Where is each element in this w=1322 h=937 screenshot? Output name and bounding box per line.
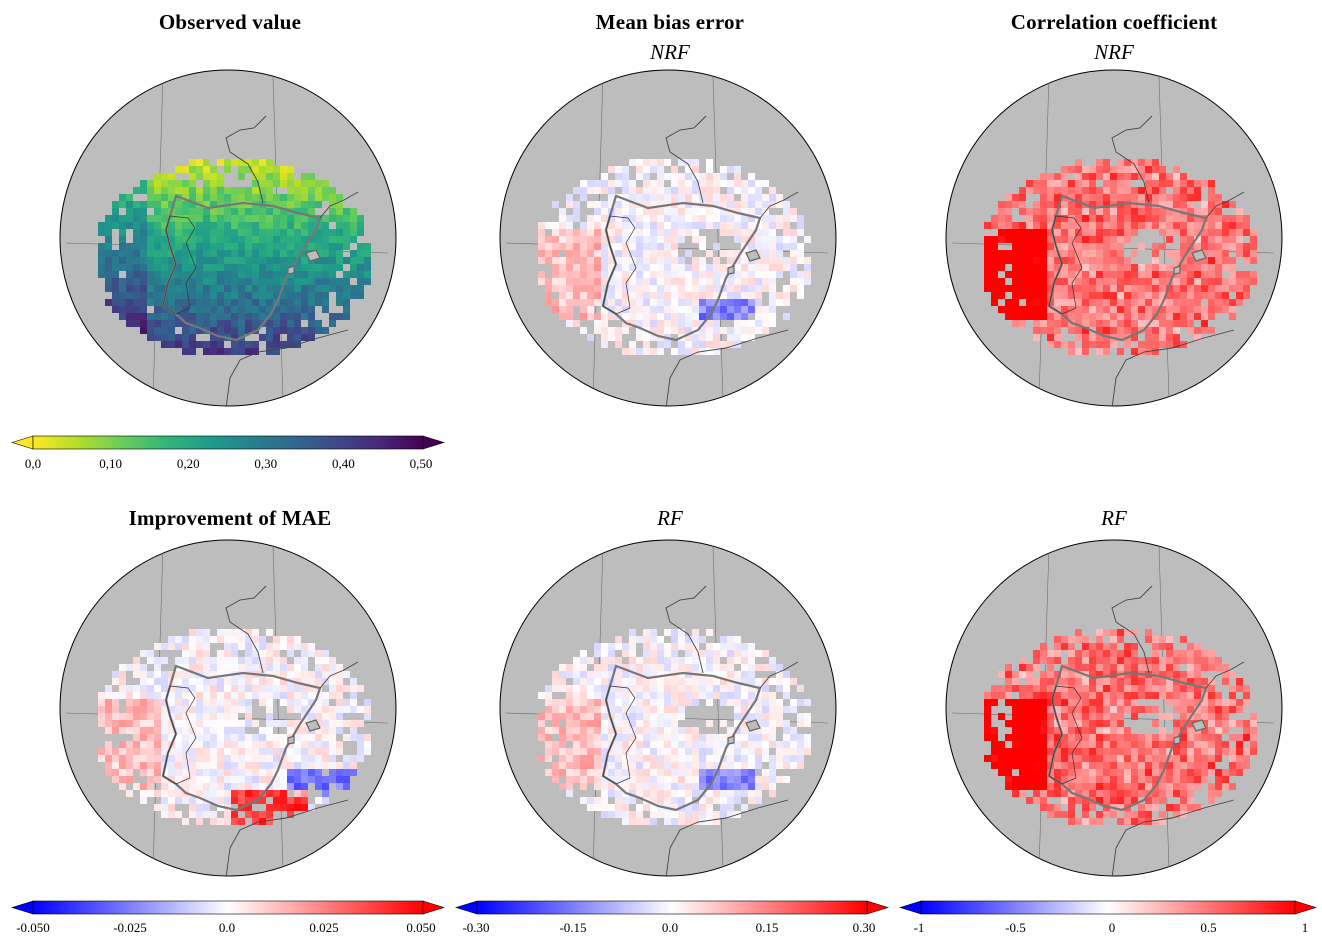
cb-mae-tick-3: 0.025: [309, 920, 339, 935]
panel-subtitle-cc-nrf: NRF: [1094, 40, 1134, 64]
colorbar-observed: [10, 435, 446, 450]
cb-obs-tick-5: 0,50: [409, 456, 433, 471]
panel-title-mae: Improvement of MAE: [128, 506, 332, 530]
map-mbe-rf: [499, 539, 837, 877]
cb-cc-tick-3: 0.5: [1200, 920, 1217, 935]
cb-mbe-tick-1: -0.15: [559, 920, 587, 935]
map-mbe-nrf: [499, 69, 837, 407]
cb-mae-tick-0: -0.050: [16, 920, 50, 935]
cb-mae-tick-2: 0.0: [218, 920, 236, 935]
map-observed-value: [59, 69, 397, 407]
panel-title-cc: Correlation coefficient: [1010, 10, 1218, 34]
colorbar-observed-ticks: 0,0 0,10 0,20 0,30 0,40 0,50: [25, 456, 433, 474]
cb-obs-tick-1: 0,10: [99, 456, 122, 471]
cb-cc-tick-2: 0: [1108, 920, 1116, 935]
cb-cc-tick-4: 1: [1301, 920, 1309, 935]
map-mae-improvement: [59, 539, 397, 877]
cb-cc-tick-1: -0.5: [1005, 920, 1026, 935]
cb-mbe-tick-4: 0.30: [852, 920, 876, 935]
colorbar-mbe-ticks: -0.30 -0.15 0.0 0.15 0.30: [462, 920, 875, 936]
panel-title-mbe: Mean bias error: [595, 10, 745, 34]
panel-subtitle-cc-rf: RF: [1101, 506, 1127, 530]
cb-obs-tick-2: 0,20: [176, 456, 200, 471]
colorbar-mbe: [454, 900, 890, 915]
cb-obs-tick-4: 0,40: [332, 456, 355, 471]
cb-mae-tick-4: 0.050: [406, 920, 436, 935]
colorbar-cc: [898, 900, 1318, 915]
panel-subtitle-mbe-rf: RF: [657, 506, 683, 530]
cb-mbe-tick-3: 0.15: [755, 920, 779, 935]
cb-obs-tick-3: 0,30: [254, 456, 278, 471]
cb-mbe-tick-0: -0.30: [462, 920, 490, 935]
colorbar-cc-ticks: -1 -0.5 0 0.5 1: [914, 920, 1309, 936]
colorbar-mae: [10, 900, 446, 915]
map-cc-nrf: [945, 69, 1283, 407]
cb-obs-tick-0: 0,0: [24, 456, 42, 471]
panel-title-observed: Observed value: [158, 10, 302, 34]
map-cc-rf: [945, 539, 1283, 877]
panel-subtitle-mbe-nrf: NRF: [650, 40, 690, 64]
cb-mbe-tick-2: 0.0: [661, 920, 679, 935]
cb-mae-tick-1: -0.025: [113, 920, 147, 935]
cb-cc-tick-0: -1: [913, 920, 925, 935]
colorbar-mae-ticks: -0.050 -0.025 0.0 0.025 0.050: [16, 920, 435, 936]
